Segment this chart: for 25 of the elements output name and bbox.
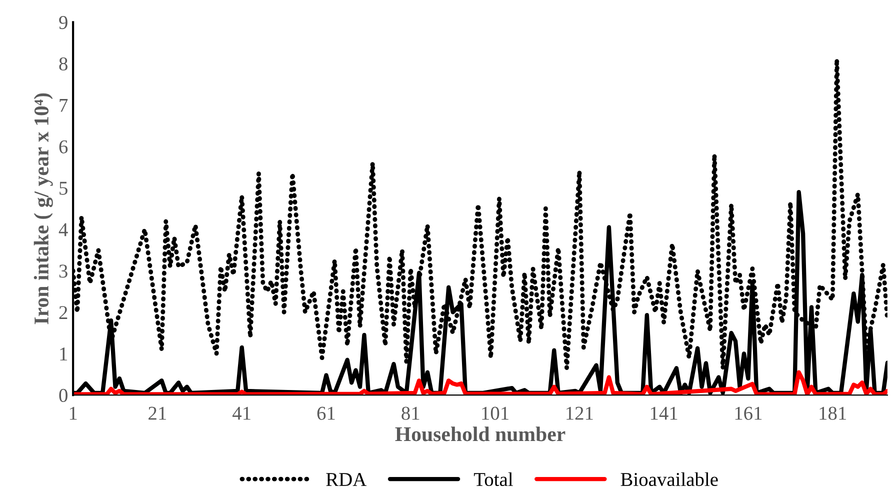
x-tick-label: 41: [232, 406, 250, 420]
x-tick-label: 61: [317, 406, 335, 420]
legend-label: Bioavailable: [620, 472, 718, 486]
x-tick-label: 141: [650, 406, 678, 420]
y-tick-label: 4: [58, 223, 68, 236]
x-tick-label: 1: [70, 406, 77, 420]
y-tick-label: 1: [60, 348, 68, 360]
x-tick-label: 161: [735, 406, 762, 420]
x-tick-label: 81: [402, 406, 420, 420]
y-tick-label: 5: [60, 182, 68, 195]
x-tick-label: 21: [148, 406, 166, 420]
x-tick-label: 181: [820, 406, 846, 420]
x-tick-label: 121: [566, 406, 593, 420]
y-tick-label: 9: [59, 16, 68, 30]
y-tick-label: 0: [59, 388, 68, 402]
y-tick-label: 6: [59, 140, 68, 154]
x-tick-label: 101: [482, 406, 508, 420]
x-axis-title: Household number: [395, 426, 566, 442]
legend-label: Total: [474, 472, 513, 486]
y-tick-label: 8: [59, 57, 68, 71]
y-tick-label: 2: [59, 306, 68, 319]
y-axis-title: Iron intake ( g/ year x 10⁴): [34, 93, 53, 324]
y-tick-label: 7: [60, 99, 68, 112]
legend-label: RDA: [326, 473, 367, 486]
y-tick-label: 3: [59, 264, 68, 278]
